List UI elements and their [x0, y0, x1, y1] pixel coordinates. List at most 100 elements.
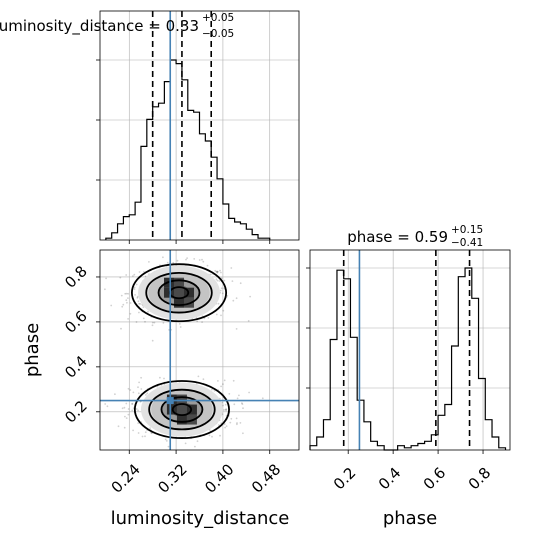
scatter-point-0-384	[219, 269, 221, 272]
scatter-point-0-194	[198, 259, 201, 261]
scatter-point-0-14	[209, 273, 212, 276]
scatter-point-0-380	[172, 261, 175, 264]
scatter-point-1-318	[217, 380, 219, 382]
scatter-point-1-271	[138, 381, 141, 384]
luminosity-distance-title-sup: +0.05	[202, 12, 234, 24]
scatter-point-0-28	[147, 310, 149, 313]
ticks	[96, 59, 484, 454]
scatter-point-0-263	[138, 271, 141, 273]
scatter-point-0-204	[132, 275, 134, 277]
scatter-point-0-308	[185, 258, 187, 261]
x-axis-label-luminosity-distance: luminosity_distance	[111, 508, 290, 529]
density-cell-1-1	[176, 404, 187, 415]
scatter-point-1-16	[159, 376, 161, 379]
joint-y-tick-label-3: 0.8	[61, 262, 91, 292]
scatter-point-0-518	[179, 326, 182, 328]
scatter-point-0-357	[125, 292, 128, 295]
scatter-point-0-451	[239, 282, 242, 285]
scatter-point-0-219	[126, 301, 128, 304]
contour-1-3	[171, 403, 193, 417]
scatter-point-1-511	[137, 386, 139, 389]
scatter-point-1-41	[196, 440, 199, 443]
scatter-point-1-276	[238, 394, 240, 397]
scatter-point-0-55	[216, 270, 219, 273]
scatter-point-0-488	[129, 302, 132, 304]
scatter-point-0-40	[215, 271, 218, 273]
scatter-point-1-461	[104, 403, 107, 405]
scatter-point-0-221	[220, 314, 222, 317]
scatter-point-1-172	[125, 417, 128, 419]
scatter-point-0-287	[202, 260, 205, 263]
scatter-point-1-252	[221, 401, 224, 404]
phase-x-tick-label-1: 0.4	[375, 464, 405, 494]
scatter-point-1-450	[236, 423, 238, 426]
contour-1-2	[160, 396, 204, 423]
scatter-point-0-394	[218, 280, 221, 282]
scatter-point-1-408	[236, 422, 238, 424]
scatter-point-1-200	[144, 435, 146, 438]
scatter-point-0-329	[127, 318, 129, 320]
scatter-point-1-367	[239, 422, 242, 424]
scatter-point-0-42	[134, 294, 137, 296]
scatter-point-1-128	[144, 431, 147, 434]
scatter-point-0-185	[235, 297, 238, 300]
joint-x-tick-label-1: 0.32	[154, 460, 190, 496]
scatter-point-1-186	[242, 407, 244, 410]
scatter-point-0-207	[139, 303, 142, 305]
scatter-point-0-46	[138, 302, 141, 305]
scatter-point-0-289	[153, 321, 156, 324]
scatter-point-0-112	[215, 278, 218, 281]
truth-and-quantile-lines	[100, 11, 471, 450]
scatter-point-1-169	[220, 422, 223, 424]
scatter-point-0-428	[216, 271, 219, 274]
scatter-point-0-160	[133, 286, 136, 289]
scatter-point-1-353	[225, 409, 228, 412]
scatter-point-0-48	[196, 320, 199, 323]
scatter-point-1-83	[137, 392, 140, 395]
right-hist-grid	[310, 250, 510, 450]
scatter-point-1-449	[220, 385, 223, 388]
scatter-point-0-36	[127, 292, 129, 295]
scatter-point-0-502	[144, 320, 146, 323]
scatter-point-0-490	[193, 258, 196, 260]
joint-truth-marker	[166, 397, 174, 405]
density-cell-0-6	[174, 297, 185, 308]
scatter-point-1-51	[232, 379, 235, 382]
density-cell-0-1	[174, 287, 185, 298]
scatter-point-0-237	[230, 267, 233, 269]
scatter-point-1-247	[241, 403, 244, 405]
scatter-point-1-503	[223, 409, 225, 411]
contour-0-1	[145, 271, 213, 314]
phase-histogram	[309, 267, 507, 451]
joint-y-tick-label-2: 0.6	[61, 307, 91, 337]
scatter-point-1-431	[141, 435, 144, 438]
scatter-point-1-34	[151, 432, 153, 435]
scatter-point-0-20	[207, 317, 210, 319]
scatter-point-0-24	[135, 283, 138, 286]
scatter-point-1-184	[137, 432, 140, 434]
contour-0-2	[157, 279, 201, 307]
y-axis-label-phase: phase	[22, 323, 43, 377]
scatter-point-0-418	[110, 304, 113, 307]
scatter-point-0-167	[215, 270, 218, 273]
scatter-point-0-444	[120, 327, 122, 330]
scatter-point-1-163	[106, 405, 109, 408]
scatter-point-1-135	[149, 427, 152, 430]
joint-grid	[100, 250, 299, 450]
scatter-point-0-472	[217, 302, 220, 305]
scatter-point-0-468	[206, 264, 209, 267]
scatter-point-1-240	[211, 435, 213, 438]
scatter-point-1-514	[211, 388, 213, 391]
phase-x-tick-label-3: 0.8	[465, 464, 495, 494]
scatter-point-1-501	[225, 425, 228, 427]
scatter-point-1-469	[184, 442, 187, 445]
scatter-point-0-465	[105, 277, 107, 280]
scatter-point-1-519	[124, 415, 126, 418]
scatter-point-0-126	[216, 270, 219, 273]
right-panel-frame	[309, 249, 511, 451]
scatter-point-1-402	[223, 379, 226, 382]
scatter-point-1-239	[233, 403, 236, 406]
scatter-point-0-79	[232, 299, 235, 302]
x-axis-label-phase-text: phase	[383, 508, 437, 529]
scatter-point-0-288	[219, 289, 222, 292]
